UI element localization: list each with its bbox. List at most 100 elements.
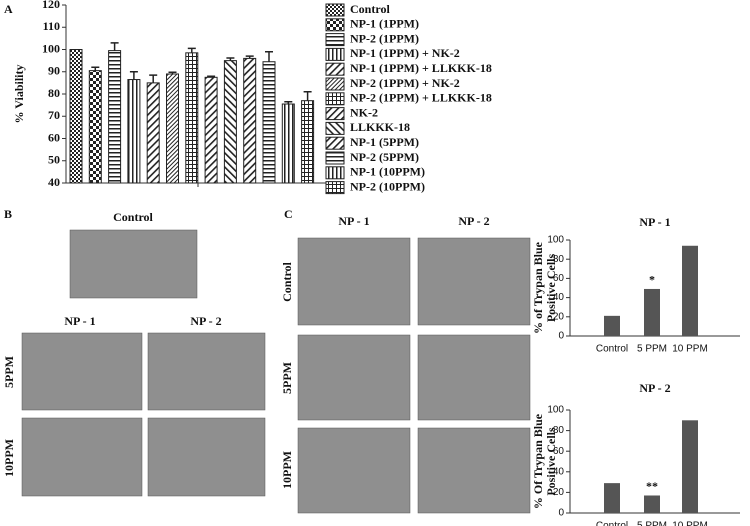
legend-label: NP-1 (1PPM) + LLKKK-18 (350, 61, 492, 75)
micrograph (297, 334, 411, 421)
legend-label: NK-2 (350, 105, 378, 119)
error-bar (284, 101, 293, 105)
legend-label: NP-2 (5PPM) (350, 150, 419, 164)
error-bar (226, 57, 235, 61)
legend-swatch (325, 77, 345, 91)
bar (682, 420, 698, 513)
y-tick-label: 80 (553, 425, 565, 436)
row-title: 10PPM (2, 439, 16, 477)
legend-label: NP-1 (5PPM) (350, 135, 419, 149)
bar (281, 103, 295, 184)
y-tick-label: 80 (48, 86, 60, 100)
micrograph (297, 237, 411, 326)
column-title: Control (113, 210, 153, 224)
legend-swatch (325, 181, 345, 195)
legend-label: NP-1 (1PPM) (350, 17, 419, 31)
micrograph (21, 332, 143, 411)
column-title: NP - 1 (338, 214, 369, 228)
y-tick-label: 0 (558, 331, 564, 342)
row-title: Control (280, 261, 294, 301)
legend-swatch (325, 33, 345, 47)
y-tick-label: 90 (48, 64, 60, 78)
legend-label: NP-2 (10PPM) (350, 179, 425, 193)
bar (644, 288, 660, 336)
legend-label: LLKKK-18 (350, 120, 410, 134)
column-title: NP - 1 (64, 314, 95, 328)
micrograph (69, 229, 198, 299)
y-tick-label: 100 (547, 235, 564, 246)
bar (108, 50, 122, 184)
bar (243, 57, 257, 184)
y-tick-label: 40 (48, 175, 60, 189)
micrograph (417, 237, 531, 326)
y-tick-label: 110 (43, 19, 60, 33)
legend-label: NP-2 (1PPM) + NK-2 (350, 76, 460, 90)
x-tick-label: Control (596, 521, 628, 526)
y-tick-label: 20 (553, 311, 565, 322)
bar (204, 76, 218, 184)
x-tick-label: 10 PPM (672, 344, 708, 355)
legend-swatch (325, 62, 345, 76)
column-title: NP - 2 (458, 214, 489, 228)
bar (262, 61, 276, 184)
panel-label: C (284, 207, 293, 221)
micrograph (21, 417, 143, 497)
error-bar (207, 75, 216, 78)
legend-swatch (325, 151, 345, 165)
y-axis-label: Positive Cells (544, 254, 558, 323)
legend-label: NP-2 (1PPM) (350, 31, 419, 45)
error-bar (187, 47, 196, 53)
x-tick-label: 10 PPM (672, 521, 708, 526)
annotation: ** (646, 479, 658, 493)
y-tick-label: 0 (558, 508, 564, 519)
row-title: 10PPM (280, 451, 294, 489)
x-tick-label: 5 PPM (637, 344, 667, 355)
y-tick-label: 100 (547, 405, 564, 416)
error-bar (91, 66, 100, 71)
bar (682, 245, 698, 336)
legend-swatch (325, 18, 345, 32)
y-axis-label: % Of Trypan Blue (531, 413, 545, 509)
legend-swatch (325, 136, 345, 150)
y-tick-label: 40 (553, 292, 565, 303)
micrograph (417, 334, 531, 421)
error-bar (149, 74, 158, 83)
micrograph (417, 427, 531, 514)
y-tick-label: 60 (553, 273, 565, 284)
bar (604, 483, 620, 513)
bar (127, 79, 141, 184)
bar (223, 60, 237, 184)
y-tick-label: 40 (553, 466, 565, 477)
bar (301, 100, 315, 184)
column-title: NP - 2 (190, 314, 221, 328)
error-bar (129, 71, 138, 80)
bar (166, 73, 179, 184)
panel-label: A (4, 2, 13, 16)
error-bar (303, 91, 312, 101)
y-tick-label: 80 (553, 254, 565, 265)
error-bar (265, 50, 273, 62)
micrograph (147, 332, 266, 411)
legend-swatch (325, 107, 345, 121)
error-bar (110, 42, 119, 51)
x-tick-label: Control (596, 344, 628, 355)
y-axis-label: % of Trypan Blue (531, 241, 545, 334)
row-title: 5PPM (280, 362, 294, 394)
x-tick-label: 5 PPM (637, 521, 667, 526)
chart-title: NP - 1 (639, 215, 670, 229)
bar (88, 70, 102, 184)
legend-swatch (325, 166, 345, 180)
y-tick-label: 100 (42, 41, 60, 55)
y-tick-label: 50 (48, 153, 60, 167)
error-bar (168, 71, 177, 74)
y-axis-label: % Viability (12, 64, 26, 123)
bar (185, 52, 199, 184)
y-tick-label: 60 (553, 446, 565, 457)
legend-swatch (325, 47, 345, 61)
bar (69, 49, 83, 184)
legend-swatch (325, 121, 345, 135)
legend-label: Control (350, 2, 390, 16)
row-title: 5PPM (2, 356, 16, 388)
legend-label: NP-1 (1PPM) + NK-2 (350, 46, 460, 60)
